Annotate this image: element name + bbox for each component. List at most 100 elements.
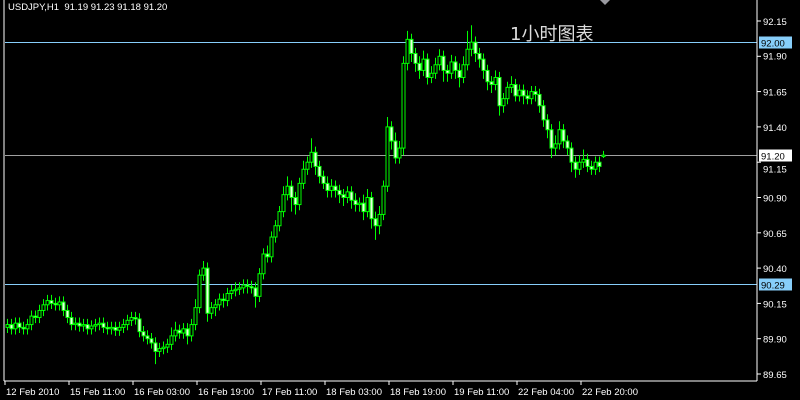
bull-candle[interactable] (505, 86, 510, 100)
bear-candle[interactable] (489, 81, 494, 86)
bull-candle[interactable] (29, 315, 34, 326)
bear-candle[interactable] (525, 95, 530, 100)
bear-candle[interactable] (413, 52, 418, 64)
bear-candle[interactable] (221, 298, 226, 302)
bear-candle[interactable] (177, 329, 182, 334)
bear-candle[interactable] (325, 182, 330, 191)
bull-candle[interactable] (181, 328, 186, 334)
bear-candle[interactable] (205, 267, 210, 314)
bull-candle[interactable] (257, 273, 262, 297)
bull-candle[interactable] (81, 324, 86, 327)
bull-candle[interactable] (357, 202, 362, 206)
bear-candle[interactable] (49, 300, 54, 304)
bear-candle[interactable] (585, 158, 590, 167)
bull-candle[interactable] (285, 185, 290, 196)
bull-candle[interactable] (385, 126, 390, 187)
bull-candle[interactable] (405, 38, 410, 64)
bear-candle[interactable] (145, 335, 150, 340)
bull-candle[interactable] (5, 324, 10, 328)
bear-candle[interactable] (417, 62, 422, 71)
bear-candle[interactable] (373, 218, 378, 227)
bear-candle[interactable] (77, 322, 82, 327)
bull-candle[interactable] (225, 293, 230, 302)
bear-candle[interactable] (141, 331, 146, 337)
bull-candle[interactable] (125, 319, 130, 326)
bear-candle[interactable] (133, 317, 138, 320)
bull-candle[interactable] (233, 288, 238, 292)
bear-candle[interactable] (101, 322, 106, 328)
bear-candle[interactable] (513, 84, 518, 97)
bull-candle[interactable] (493, 76, 498, 86)
bull-candle[interactable] (297, 182, 302, 206)
bull-candle[interactable] (365, 197, 370, 213)
bear-candle[interactable] (565, 140, 570, 149)
bull-candle[interactable] (273, 225, 278, 238)
bear-candle[interactable] (549, 129, 554, 149)
chart-shift-marker-icon[interactable] (600, 0, 610, 5)
bull-candle[interactable] (581, 158, 586, 163)
bull-candle[interactable] (557, 129, 562, 145)
bear-candle[interactable] (393, 140, 398, 159)
bear-candle[interactable] (17, 322, 22, 328)
bear-candle[interactable] (341, 194, 346, 198)
bull-candle[interactable] (57, 301, 62, 306)
bull-candle[interactable] (13, 322, 18, 330)
bull-candle[interactable] (277, 211, 282, 227)
bear-candle[interactable] (153, 342, 158, 352)
bull-candle[interactable] (201, 267, 206, 276)
bull-candle[interactable] (601, 154, 606, 158)
bull-candle[interactable] (305, 161, 310, 170)
bear-candle[interactable] (497, 76, 502, 107)
bear-candle[interactable] (321, 175, 326, 184)
bull-candle[interactable] (109, 326, 114, 330)
bear-candle[interactable] (149, 338, 154, 344)
bull-candle[interactable] (197, 274, 202, 309)
bull-candle[interactable] (469, 41, 474, 50)
bull-candle[interactable] (309, 151, 314, 163)
bull-candle[interactable] (593, 161, 598, 170)
bull-candle[interactable] (577, 161, 582, 170)
bear-candle[interactable] (61, 301, 66, 311)
bull-candle[interactable] (345, 191, 350, 199)
bull-candle[interactable] (229, 290, 234, 295)
bear-candle[interactable] (453, 61, 458, 71)
bear-candle[interactable] (293, 197, 298, 206)
bull-candle[interactable] (97, 322, 102, 326)
bull-candle[interactable] (429, 72, 434, 78)
bear-candle[interactable] (541, 105, 546, 121)
bull-candle[interactable] (93, 324, 98, 327)
bear-candle[interactable] (33, 315, 38, 319)
bear-candle[interactable] (249, 285, 254, 289)
bear-candle[interactable] (65, 309, 70, 319)
bull-candle[interactable] (121, 324, 126, 328)
bear-candle[interactable] (337, 189, 342, 196)
bear-candle[interactable] (9, 324, 14, 330)
bull-candle[interactable] (169, 335, 174, 345)
bull-candle[interactable] (117, 326, 122, 331)
bull-candle[interactable] (433, 64, 438, 74)
bear-candle[interactable] (425, 58, 430, 78)
bull-candle[interactable] (213, 304, 218, 309)
bull-candle[interactable] (209, 307, 214, 314)
bear-candle[interactable] (289, 185, 294, 198)
bear-candle[interactable] (245, 284, 250, 287)
bear-candle[interactable] (569, 147, 574, 163)
bull-candle[interactable] (237, 287, 242, 290)
bull-candle[interactable] (437, 55, 442, 66)
bull-candle[interactable] (381, 185, 386, 215)
bull-candle[interactable] (25, 324, 30, 330)
bull-candle[interactable] (261, 253, 266, 275)
bull-candle[interactable] (241, 284, 246, 289)
bull-candle[interactable] (517, 89, 522, 97)
bull-candle[interactable] (129, 317, 134, 321)
bull-candle[interactable] (301, 168, 306, 184)
bear-candle[interactable] (597, 161, 602, 167)
bear-candle[interactable] (389, 126, 394, 142)
bull-candle[interactable] (449, 61, 454, 74)
bear-candle[interactable] (533, 91, 538, 95)
bear-candle[interactable] (409, 38, 414, 54)
bull-candle[interactable] (269, 236, 274, 258)
bull-candle[interactable] (193, 307, 198, 326)
bear-candle[interactable] (105, 326, 110, 330)
